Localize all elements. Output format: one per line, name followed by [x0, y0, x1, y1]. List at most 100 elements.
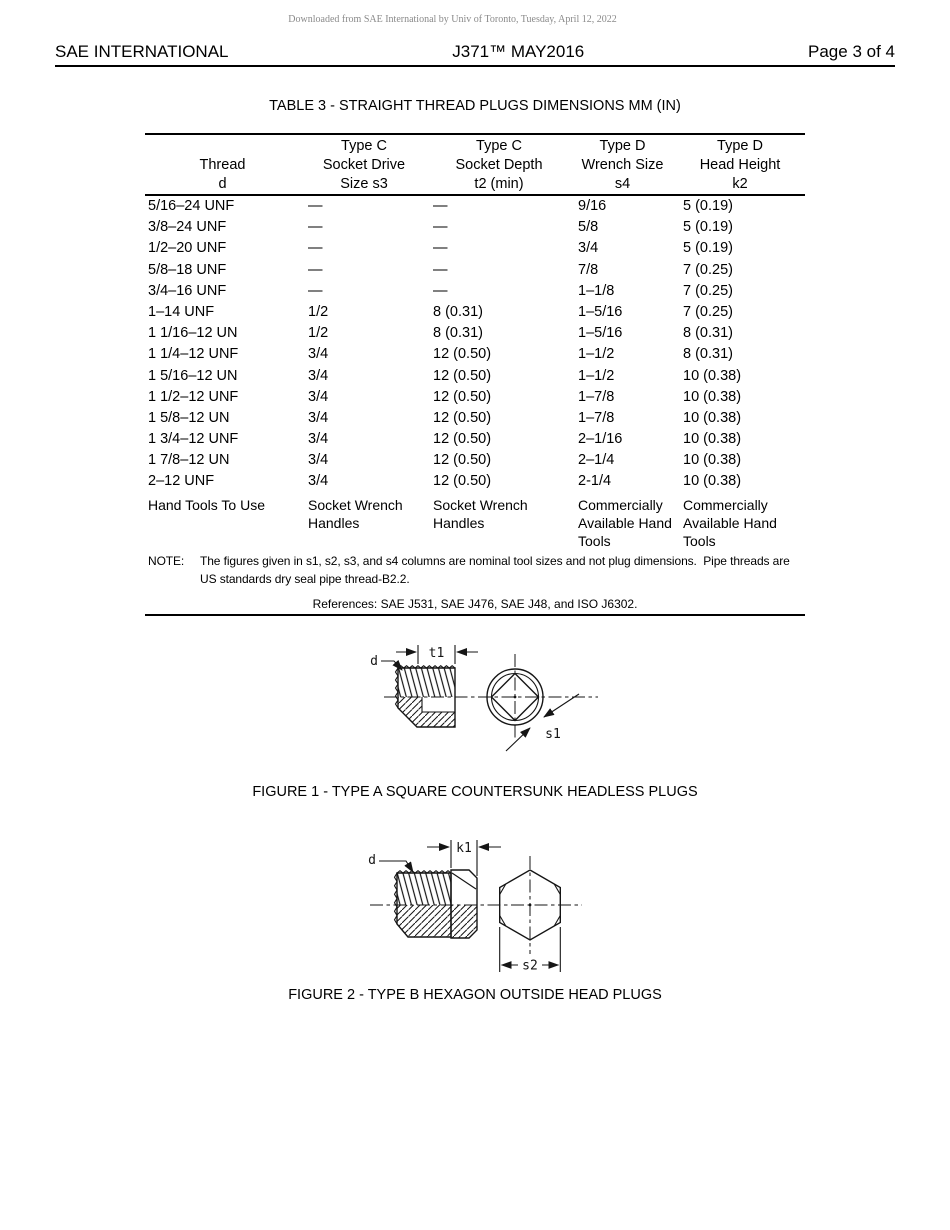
table-cell: — — [308, 198, 323, 214]
table-cell: 8 (0.31) — [433, 325, 483, 342]
table-cell: 1 1/16–12 UN — [148, 325, 238, 342]
header-page-number: Page 3 of 4 — [808, 42, 895, 61]
table-row: 1 1/16–12 UN 1/2 8 (0.31) 1–5/16 8 (0.31) — [145, 323, 805, 344]
hand-tools-row: Hand Tools To Use Socket Wrench Handles So… — [145, 493, 805, 550]
table-cell: 5 (0.19) — [683, 240, 733, 257]
table-cell: 1–7/8 — [578, 388, 615, 405]
watermark-text: Downloaded from SAE International by Uni… — [288, 14, 617, 25]
table-cell: 12 (0.50) — [433, 409, 492, 426]
table3: Thread d Type C Socket Drive Size s3 Type C So… — [145, 133, 805, 616]
dimension-label-d: d — [368, 853, 376, 868]
table-cell: 7 (0.25) — [683, 282, 733, 299]
thread-crests-top — [397, 664, 456, 669]
table-cell: 12 (0.50) — [433, 388, 492, 405]
table-cell: Commercially Available Hand Tools — [683, 496, 777, 549]
table-cell: 3/4 — [308, 346, 329, 363]
header-doc-number: J371™ MAY2016 — [452, 42, 585, 61]
table-body: 5/16–24 UNF — —9/16 5 (0.19) 3/8–24 UNF — —5/8… — [145, 196, 805, 493]
table-cell: 1/2–20 UNF — [148, 240, 227, 257]
d-leader-line — [381, 659, 403, 671]
dimension-label-s2: s2 — [522, 959, 538, 974]
center-mark — [513, 695, 517, 699]
references-line: References: SAE J531, SAE J476, SAE J48,… — [312, 596, 638, 611]
table-row: 5/16–24 UNF — — 9/16 5 (0.19) — [145, 196, 805, 217]
table-cell: 2–1/16 — [578, 431, 623, 448]
table-cell: — — [308, 219, 323, 236]
table-cell: 12 (0.50) — [433, 367, 492, 384]
figure1-drawing: t1 d s1 — [370, 645, 598, 752]
hex-head-facet-line — [451, 872, 477, 890]
table-cell: 5/16–24 UNF — [148, 198, 235, 214]
table-cell: 12 (0.50) — [433, 452, 492, 469]
table-cell: 1 1/4–12 UNF — [148, 346, 239, 363]
d-leader-line — [379, 860, 414, 873]
table-row: 1 3/4–12 UNF 3/4 12 (0.50) 2–1/16 10 (0.38) — [145, 429, 805, 450]
table-cell: 1–1/2 — [578, 367, 615, 384]
table-cell: 10 (0.38) — [683, 388, 742, 405]
table-cell: 2–1/4 — [578, 452, 615, 469]
column-header: Type D Wrench Size s4 — [581, 138, 664, 192]
table-row: 1 1/4–12 UNF 3/4 12 (0.50) 1–1/2 8 (0.31) — [145, 344, 805, 365]
table-row: 2–12 UNF 3/4 12 (0.50) 2-1/4 10 (0.38) — [145, 471, 805, 492]
hex-head-outline — [450, 869, 478, 939]
table-cell: 7 (0.25) — [683, 261, 733, 278]
table-cell: 3/4 — [308, 388, 329, 405]
table-cell: 1 5/16–12 UN — [148, 367, 238, 384]
thread-crests-left — [394, 667, 399, 709]
table-cell: Socket Wrench Handles — [308, 496, 403, 531]
thread-hatch — [397, 873, 451, 905]
table-cell: 1–14 UNF — [148, 303, 215, 320]
table-cell: 1–1/8 — [578, 282, 615, 299]
thread-hatch — [398, 668, 455, 697]
table-cell: 1 7/8–12 UN — [148, 452, 230, 469]
table-cell: 5 (0.19) — [683, 198, 733, 214]
chamfer-mark — [499, 883, 507, 895]
table-cell: 3/4 — [578, 240, 599, 257]
table-cell: 1–7/8 — [578, 409, 615, 426]
table-cell: 10 (0.38) — [683, 473, 742, 490]
figure2-drawing: k1 d s2 — [368, 840, 582, 974]
table-cell: 3/8–24 UNF — [148, 219, 227, 236]
table-cell: 8 (0.31) — [683, 325, 733, 342]
table-cell: Hand Tools To Use — [148, 496, 265, 513]
note-text: The figures given in s1, s2, s3, and s4 … — [200, 553, 790, 586]
table-cell: 12 (0.50) — [433, 473, 492, 490]
s1-arrow-upper — [543, 693, 580, 718]
section-hatch — [397, 905, 477, 938]
table-cell: 7/8 — [578, 261, 599, 278]
dimension-label-k1: k1 — [456, 841, 472, 856]
table-cell: — — [433, 240, 448, 257]
chamfer-mark — [553, 883, 561, 895]
table-cell: 3/4 — [308, 367, 329, 384]
socket-cavity-line — [421, 697, 455, 713]
dimension-label-s1: s1 — [545, 727, 561, 742]
column-header: Type D Head Height k2 — [699, 138, 781, 192]
table-cell: 3/4 — [308, 431, 329, 448]
table-cell: 8 (0.31) — [683, 346, 733, 363]
dimension-label-t1: t1 — [429, 646, 445, 661]
table-cell: 1–1/2 — [578, 346, 615, 363]
table-cell: 1/2 — [308, 325, 329, 342]
table-cell: 1 5/8–12 UN — [148, 409, 230, 426]
plug-outline — [397, 667, 456, 728]
column-header: Type C Socket Depth t2 (min) — [455, 138, 543, 192]
table-cell: 3/4 — [308, 452, 329, 469]
table-cell: 7 (0.25) — [683, 303, 733, 320]
table-note: NOTE: The figures given in s1, s2, s3, a… — [145, 552, 805, 588]
table-cell: 12 (0.50) — [433, 346, 492, 363]
hexagon-end-view — [498, 869, 562, 941]
table-cell: — — [308, 261, 323, 278]
table-cell: — — [433, 219, 448, 236]
table-cell: 10 (0.38) — [683, 367, 742, 384]
table-cell: 1–5/16 — [578, 325, 623, 342]
table-cell: 1 3/4–12 UNF — [148, 431, 239, 448]
table-cell: 5 (0.19) — [683, 219, 733, 236]
table-title: TABLE 3 - STRAIGHT THREAD PLUGS DIMENSIO… — [269, 98, 681, 114]
table-row: 1 5/16–12 UN 3/4 12 (0.50) 1–1/2 10 (0.38) — [145, 366, 805, 387]
center-mark — [528, 903, 532, 907]
table-cell: — — [308, 282, 323, 299]
table-cell: 1–5/16 — [578, 303, 623, 320]
table-cell: 10 (0.38) — [683, 431, 742, 448]
table-row: 1/2–20 UNF — — 3/4 5 (0.19) — [145, 238, 805, 259]
table-cell: 10 (0.38) — [683, 409, 742, 426]
